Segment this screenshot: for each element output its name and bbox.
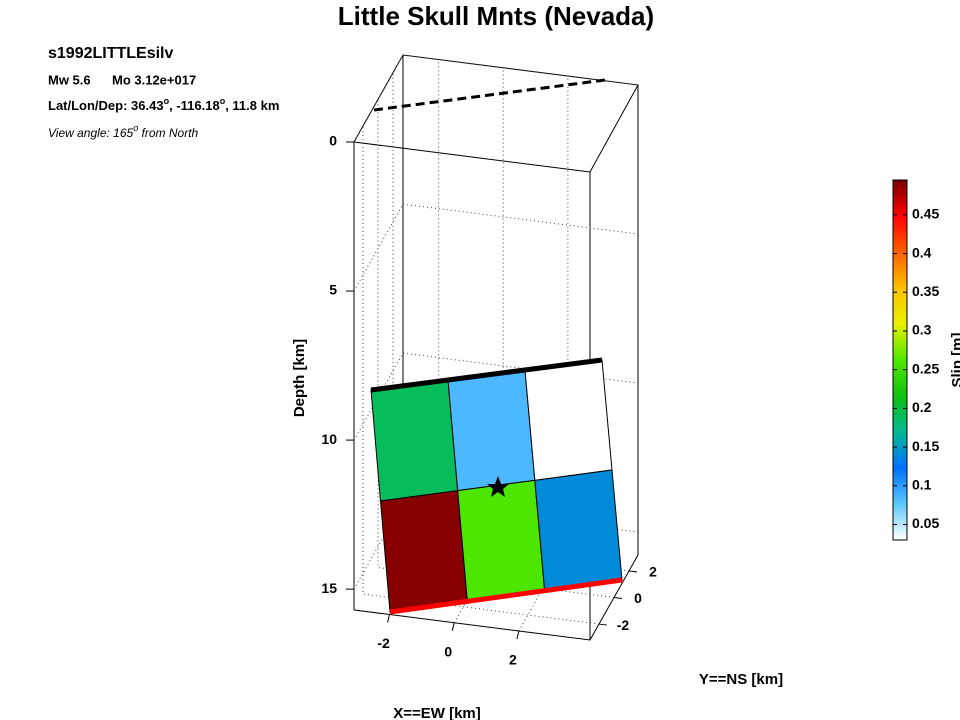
- colorbar-tick-label: 0.2: [912, 399, 932, 415]
- x-tick-label: -2: [377, 635, 390, 651]
- y-tick-label: 2: [649, 564, 657, 580]
- text-part: View angle: 165: [48, 126, 134, 140]
- colorbar-tick-label: 0.3: [912, 322, 932, 338]
- colorbar-tick-label: 0.05: [912, 515, 939, 531]
- colorbar-tick-label: 0.15: [912, 438, 939, 454]
- event-name: s1992LITTLEsilv: [48, 45, 173, 62]
- moment: Mo 3.12e+017: [112, 72, 196, 87]
- ticks: 051015-20220-20.050.10.150.20.250.30.350…: [321, 133, 939, 668]
- magnitude: Mw 5.6: [48, 72, 91, 87]
- slip-patch: [534, 469, 623, 592]
- degree: o: [220, 96, 226, 106]
- text-part: , 11.8 km: [225, 98, 279, 113]
- x-tick: [387, 614, 391, 623]
- slip-patch: [370, 379, 459, 502]
- text-part: from North: [138, 126, 198, 140]
- y-tick-label: -2: [617, 617, 630, 633]
- colorbar-tick-label: 0.45: [912, 206, 939, 222]
- z-tick-label: 5: [329, 282, 337, 298]
- slip-patch: [457, 479, 546, 602]
- z-tick-label: 10: [321, 431, 337, 447]
- fault-bottom-edge: [389, 577, 623, 615]
- view-angle: View angle: 165o from North: [48, 123, 199, 140]
- chart-title: Little Skull Mnts (Nevada): [338, 1, 654, 31]
- x-axis-label: X==EW [km]: [393, 705, 481, 720]
- text-part: Lat/Lon/Dep: 36.43: [48, 98, 164, 113]
- z-tick-label: 0: [329, 133, 337, 149]
- y-tick: [598, 623, 608, 626]
- fault-top-edge: [370, 357, 603, 393]
- degree: o: [164, 96, 170, 106]
- grid-line: [353, 203, 639, 292]
- fault-trace: [373, 78, 606, 112]
- slip-patch: [524, 359, 613, 481]
- grid-line: [353, 54, 639, 143]
- colorbar: [892, 179, 908, 541]
- location: Lat/Lon/Dep: 36.43o, -116.18o, 11.8 km: [48, 96, 279, 113]
- x-tick: [516, 630, 520, 640]
- colorbar-label: Slip [m]: [949, 332, 960, 387]
- slip-patch: [447, 369, 536, 492]
- text-part: , -116.18: [169, 98, 220, 113]
- degree: o: [133, 123, 138, 133]
- colorbar-tick-label: 0.25: [912, 360, 939, 376]
- colorbar-tick-label: 0.35: [912, 283, 939, 299]
- y-tick-label: 0: [634, 590, 642, 606]
- hypocenter: [487, 476, 509, 497]
- y-tick: [628, 570, 638, 573]
- x-tick-label: 2: [509, 652, 517, 668]
- colorbar-tick-label: 0.4: [912, 244, 932, 260]
- y-tick: [613, 597, 623, 599]
- z-axis-label: Depth [km]: [291, 339, 308, 417]
- colorbar-tick-label: 0.1: [912, 477, 932, 493]
- x-tick-label: 0: [444, 643, 452, 659]
- fault-plane: [370, 359, 623, 613]
- y-axis-label: Y==NS [km]: [699, 671, 783, 688]
- z-tick-label: 15: [321, 580, 337, 596]
- slip-patch: [379, 490, 468, 613]
- x-tick: [451, 622, 455, 631]
